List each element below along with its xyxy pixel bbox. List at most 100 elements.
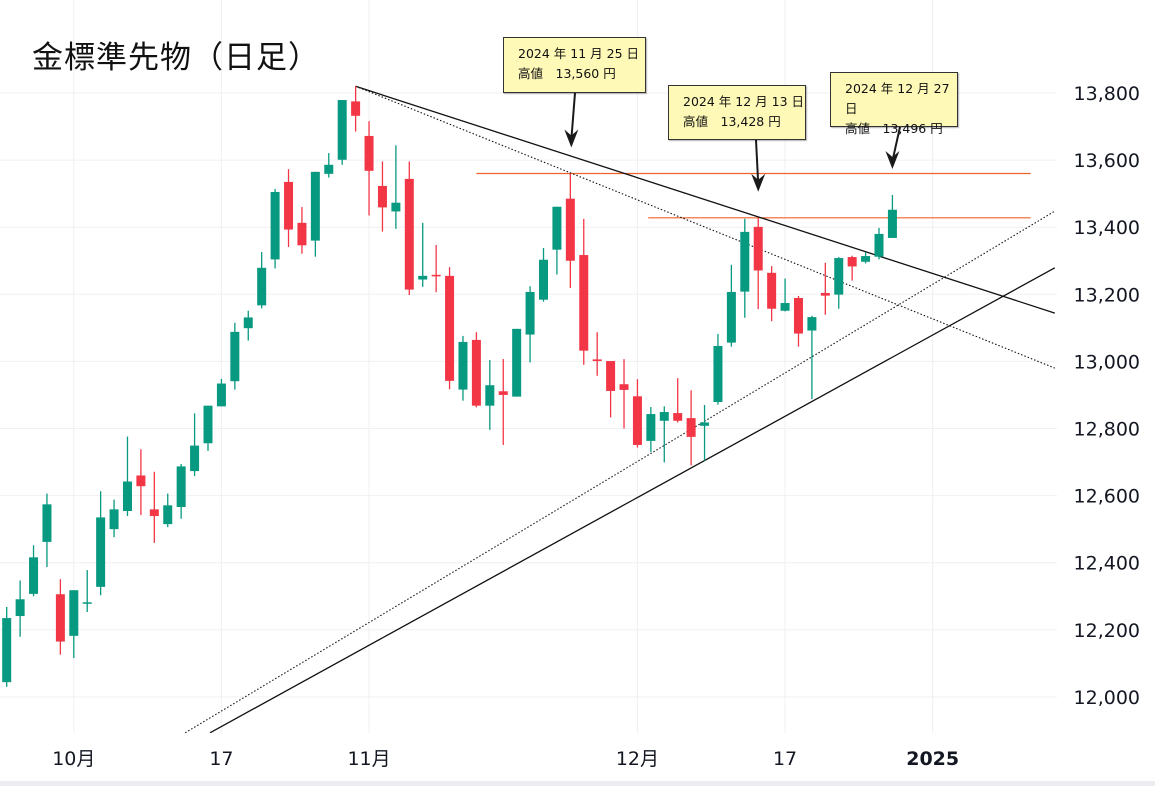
annotation-date: 2024 年 12 月 13 日 xyxy=(683,94,804,109)
candle-up xyxy=(42,504,52,542)
candle-up xyxy=(190,445,200,472)
candle-up xyxy=(539,259,548,300)
x-tick-label: 17 xyxy=(773,748,797,770)
candle-up xyxy=(270,191,280,260)
candle-down xyxy=(404,178,414,290)
x-tick-label: 17 xyxy=(209,748,233,770)
candle-up xyxy=(15,599,25,617)
y-axis: 12,000 12,200 12,400 12,600 12,800 13,000 13,2… xyxy=(1074,83,1140,709)
candle-up xyxy=(713,345,723,402)
candle-up xyxy=(552,206,562,250)
y-tick-label: 13,600 xyxy=(1074,150,1140,172)
arrow-head-icon xyxy=(885,150,900,169)
candle-up xyxy=(82,602,92,604)
arrow-shaft xyxy=(570,92,576,140)
candle-up xyxy=(807,317,817,331)
y-tick-label: 13,400 xyxy=(1074,217,1140,239)
y-tick-label: 12,600 xyxy=(1074,486,1140,508)
candle-down xyxy=(820,292,830,296)
chart-title: 金標準先物（日足） xyxy=(32,40,320,76)
annotation-box: 2024 年 12 月 13 日 高値 13,428 円 xyxy=(668,85,806,140)
candle-down xyxy=(632,396,642,445)
annotation-high: 高値 13,428 円 xyxy=(683,114,781,129)
annotation-box: 2024 年 11 月 25 日 高値 13,560 円 xyxy=(503,37,646,93)
x-tick-label: 12月 xyxy=(616,748,659,770)
candle-up xyxy=(29,557,39,594)
candle-up xyxy=(512,328,522,397)
arrow-head-icon xyxy=(751,173,766,192)
candle-down xyxy=(55,594,65,642)
candle-up xyxy=(96,517,106,587)
candle-up xyxy=(861,256,871,262)
candle-down xyxy=(471,339,481,406)
candle-down xyxy=(364,135,374,171)
candle-up xyxy=(525,291,535,335)
candle-up xyxy=(646,414,656,441)
candle-up xyxy=(203,405,213,444)
candle-down xyxy=(606,361,616,391)
annotation-box: 2024 年 12 月 27 日 高値 13,496 円 xyxy=(830,72,958,136)
candle-up xyxy=(216,383,226,407)
candle-down xyxy=(579,255,589,351)
candle-down xyxy=(136,475,146,487)
y-tick-label: 12,800 xyxy=(1074,419,1140,441)
x-tick-label: 11月 xyxy=(347,748,390,770)
candle-down xyxy=(284,181,294,230)
candle-up xyxy=(310,171,320,241)
annotation-date: 2024 年 11 月 25 日 xyxy=(518,46,639,61)
annotation-high: 高値 13,560 円 xyxy=(518,66,616,81)
y-tick-label: 13,200 xyxy=(1074,284,1140,306)
candle-up xyxy=(485,385,495,406)
candle-up xyxy=(257,267,267,306)
candle-up xyxy=(780,303,790,311)
bottom-border xyxy=(0,781,1155,786)
y-tick-label: 12,000 xyxy=(1074,687,1140,709)
candle-up xyxy=(887,209,897,238)
candle-up xyxy=(337,100,347,160)
y-tick-label: 13,800 xyxy=(1074,83,1140,105)
candle-down xyxy=(767,272,777,309)
y-tick-label: 12,200 xyxy=(1074,620,1140,642)
x-tick-label: 2025 xyxy=(906,748,959,770)
candle-up xyxy=(2,618,12,683)
x-tick-label: 10月 xyxy=(52,748,95,770)
candle-up xyxy=(230,331,240,382)
annotation-date: 2024 年 12 月 27 日 xyxy=(845,81,950,116)
support-trendline-solid xyxy=(209,267,1056,733)
candle-up xyxy=(122,481,132,512)
candle-down xyxy=(619,384,629,390)
annotation-arrows xyxy=(564,92,901,192)
candle-up xyxy=(243,317,253,329)
arrow-shaft xyxy=(891,126,901,162)
candle-up xyxy=(176,466,186,508)
grid xyxy=(0,0,1057,733)
resistance-trendline-solid xyxy=(355,85,1056,314)
candle-down xyxy=(377,185,387,208)
candle-up xyxy=(874,233,884,257)
candles xyxy=(2,86,897,687)
candle-down xyxy=(847,257,857,267)
candle-up xyxy=(391,202,401,212)
candle-up xyxy=(726,291,736,343)
arrow-shaft xyxy=(755,139,760,184)
candle-down xyxy=(297,222,307,246)
candle-down xyxy=(753,226,763,271)
candle-down xyxy=(686,418,696,437)
candle-up xyxy=(69,590,79,636)
support-trendline-dotted xyxy=(184,210,1056,733)
candle-up xyxy=(418,275,428,280)
candle-down xyxy=(149,509,159,517)
candle-up xyxy=(109,509,119,530)
candle-up xyxy=(659,412,669,421)
candle-down xyxy=(592,359,602,362)
candle-up xyxy=(834,258,844,295)
annotation-high: 高値 13,496 円 xyxy=(845,121,943,136)
candle-down xyxy=(498,391,508,395)
arrow-head-icon xyxy=(564,129,579,148)
candle-up xyxy=(700,422,710,426)
candle-down xyxy=(351,101,361,116)
candle-down xyxy=(445,275,455,381)
candle-up xyxy=(163,505,173,525)
candle-down xyxy=(565,198,575,261)
